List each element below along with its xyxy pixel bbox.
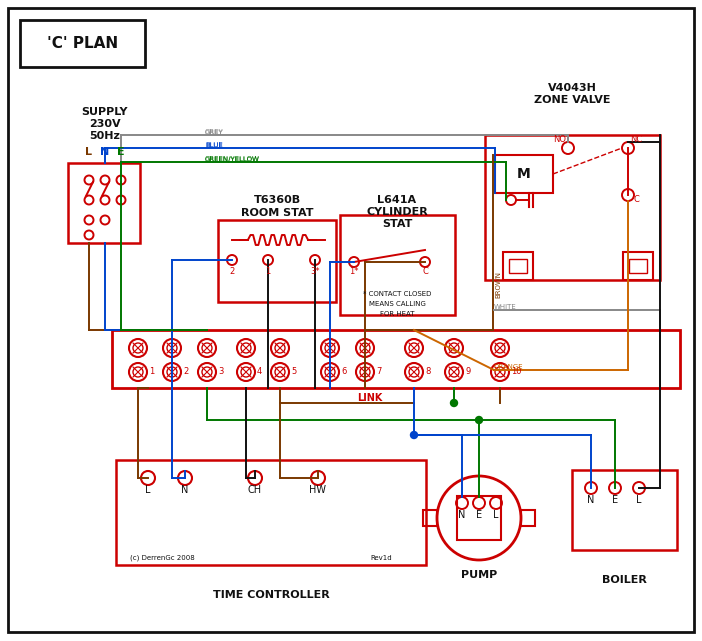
- Bar: [20, 20, 145, 67]
- Text: E: E: [476, 510, 482, 520]
- Bar: [116, 460, 426, 565]
- Text: E: E: [117, 147, 125, 157]
- Text: 3: 3: [218, 367, 223, 376]
- Text: 3*: 3*: [310, 267, 320, 276]
- Text: 'C' PLAN: 'C' PLAN: [48, 37, 119, 51]
- Text: 8: 8: [425, 367, 430, 376]
- Text: BROWN: BROWN: [495, 272, 501, 299]
- Bar: [495, 155, 553, 193]
- Text: 1: 1: [265, 267, 271, 276]
- Circle shape: [475, 417, 482, 424]
- Text: TIME CONTROLLER: TIME CONTROLLER: [213, 590, 329, 600]
- Text: CYLINDER: CYLINDER: [366, 207, 428, 217]
- Text: M: M: [517, 167, 531, 181]
- Text: GREY: GREY: [205, 130, 224, 136]
- Text: N: N: [181, 485, 189, 495]
- Bar: [509, 259, 527, 273]
- Text: L: L: [636, 495, 642, 505]
- Text: WHITE: WHITE: [494, 304, 517, 310]
- Text: 1: 1: [149, 367, 154, 376]
- Text: BLUE: BLUE: [205, 143, 223, 149]
- Circle shape: [411, 431, 418, 438]
- Text: E: E: [612, 495, 618, 505]
- Bar: [340, 215, 455, 315]
- Text: 4: 4: [257, 367, 263, 376]
- Text: 2: 2: [183, 367, 188, 376]
- Text: BOILER: BOILER: [602, 575, 647, 585]
- Text: 1*: 1*: [350, 267, 359, 276]
- Text: LINK: LINK: [357, 393, 383, 403]
- Text: GREEN/YELLOW: GREEN/YELLOW: [205, 156, 260, 162]
- Circle shape: [451, 399, 458, 406]
- Text: L: L: [86, 147, 93, 157]
- Text: 10: 10: [511, 367, 522, 376]
- Text: FOR HEAT: FOR HEAT: [380, 311, 414, 317]
- Text: NC: NC: [630, 135, 642, 144]
- Text: C: C: [422, 267, 428, 276]
- Text: 9: 9: [465, 367, 470, 376]
- Text: GREY: GREY: [205, 129, 224, 135]
- Text: 7: 7: [376, 367, 381, 376]
- Text: L: L: [145, 485, 151, 495]
- Bar: [629, 259, 647, 273]
- Text: 2: 2: [230, 267, 234, 276]
- Text: 50Hz: 50Hz: [90, 131, 121, 141]
- Text: CH: CH: [248, 485, 262, 495]
- Text: 5: 5: [291, 367, 296, 376]
- Text: SUPPLY: SUPPLY: [81, 107, 128, 117]
- Text: 230V: 230V: [89, 119, 121, 129]
- Text: BLUE: BLUE: [205, 142, 223, 148]
- Text: PUMP: PUMP: [461, 570, 497, 580]
- Text: ROOM STAT: ROOM STAT: [241, 208, 313, 218]
- Text: * CONTACT CLOSED: * CONTACT CLOSED: [363, 291, 431, 297]
- Bar: [572, 470, 677, 550]
- Text: V4043H: V4043H: [548, 83, 597, 93]
- Bar: [112, 330, 680, 388]
- Bar: [521, 510, 535, 526]
- Text: ZONE VALVE: ZONE VALVE: [534, 95, 610, 105]
- Text: N: N: [588, 495, 595, 505]
- Text: N: N: [458, 510, 465, 520]
- Text: T6360B: T6360B: [253, 195, 300, 205]
- Text: MEANS CALLING: MEANS CALLING: [369, 301, 425, 307]
- Text: 6: 6: [341, 367, 346, 376]
- Bar: [503, 252, 533, 280]
- Text: Rev1d: Rev1d: [370, 555, 392, 561]
- Text: NO: NO: [553, 135, 567, 144]
- Bar: [218, 220, 336, 302]
- Text: N: N: [100, 147, 110, 157]
- Text: ORANGE: ORANGE: [494, 364, 524, 370]
- Bar: [623, 252, 653, 280]
- Text: GREEN/YELLOW: GREEN/YELLOW: [205, 157, 260, 163]
- Bar: [423, 510, 437, 526]
- Text: C: C: [633, 194, 639, 203]
- Text: L641A: L641A: [378, 195, 416, 205]
- Bar: [485, 135, 660, 280]
- Bar: [68, 163, 140, 243]
- Bar: [457, 496, 501, 540]
- Text: HW: HW: [310, 485, 326, 495]
- Text: (c) DerrenGc 2008: (c) DerrenGc 2008: [130, 554, 194, 562]
- Text: L: L: [494, 510, 498, 520]
- Text: STAT: STAT: [382, 219, 412, 229]
